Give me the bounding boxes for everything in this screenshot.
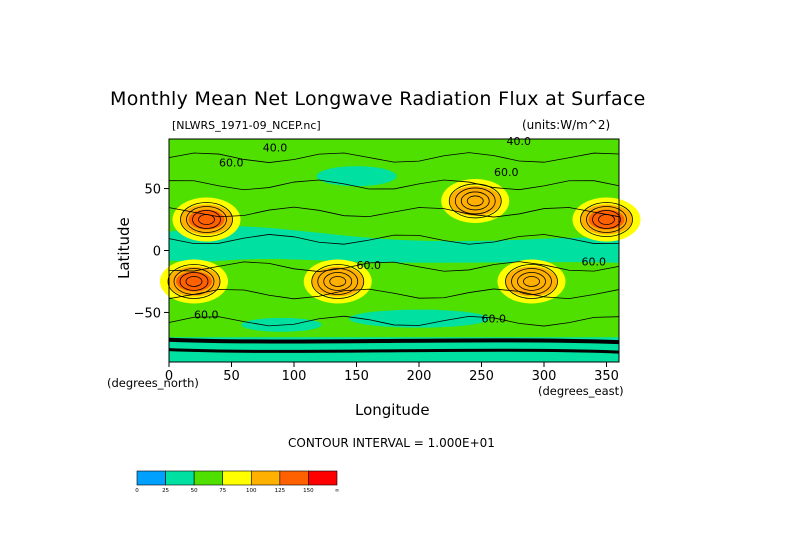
- contour-line: [448, 183, 502, 219]
- contour-line: [168, 337, 620, 345]
- colorbar-label: 125: [275, 488, 286, 494]
- y-tick-label: 50: [144, 183, 161, 198]
- contour-line: [523, 276, 540, 287]
- colorbar-swatch: [308, 470, 338, 486]
- contour-line: [168, 234, 620, 245]
- contour-line: [460, 191, 490, 211]
- contour-label: 60.0: [357, 259, 382, 272]
- contour-line: [329, 276, 347, 287]
- contour-label: 60.0: [194, 309, 219, 322]
- contour-line: [517, 272, 546, 291]
- contour-line: [466, 195, 484, 207]
- contour-label: 60.0: [582, 255, 607, 268]
- contour-line: [167, 264, 221, 299]
- contour-line: [586, 206, 627, 233]
- x-tick-label: 50: [223, 369, 240, 384]
- y-tick-label: 0: [153, 245, 161, 260]
- cyan-patch: [349, 309, 489, 328]
- colorbar-label: 25: [162, 488, 169, 494]
- x-tick-label: 350: [594, 369, 619, 384]
- contour-line: [186, 206, 227, 233]
- contour-line: [454, 187, 496, 215]
- contour-line: [192, 210, 221, 229]
- contour-line: [311, 264, 365, 299]
- colorbar-label: 150: [303, 488, 314, 494]
- x-tick-label: 150: [344, 369, 369, 384]
- contour-line: [168, 315, 620, 327]
- colorbar-swatch: [165, 470, 195, 486]
- contour-line: [179, 272, 209, 291]
- contour-interval-label: CONTOUR INTERVAL = 1.000E+01: [288, 436, 495, 450]
- units-label: (units:W/m^2): [522, 118, 611, 132]
- feature-core: [513, 271, 550, 292]
- cyan-patch: [316, 166, 397, 187]
- colorbar-label: 100: [246, 488, 257, 494]
- colorbar-label: ∞: [335, 488, 340, 494]
- x-tick-label: 200: [407, 369, 432, 384]
- feature-core: [319, 271, 356, 292]
- contour-label: 60.0: [494, 166, 519, 179]
- contour-label: 40.0: [263, 141, 288, 154]
- feature-core: [588, 209, 625, 230]
- contour-label: 60.0: [482, 312, 507, 325]
- x-unit-label: (degrees_east): [538, 384, 624, 398]
- colorbar-swatch: [250, 470, 281, 486]
- x-tick-label: 250: [469, 369, 494, 384]
- contour-line: [185, 276, 203, 287]
- contour-label: 60.0: [219, 156, 244, 169]
- contour-line: [323, 272, 353, 291]
- contour-line: [168, 206, 620, 218]
- contour-line: [168, 152, 620, 163]
- y-tick-label: −50: [134, 306, 161, 321]
- file-label: [NLWRS_1971-09_NCEP.nc]: [172, 119, 321, 132]
- x-tick-label: 300: [532, 369, 557, 384]
- colorbar-swatch: [222, 470, 252, 486]
- contour-line: [505, 264, 558, 299]
- feature-core: [188, 209, 225, 230]
- feature-core: [457, 190, 494, 211]
- contour-line: [168, 261, 620, 272]
- contour-line: [168, 179, 620, 191]
- colorbar-swatch: [193, 470, 224, 486]
- contour-label: 40.0: [507, 135, 532, 148]
- colorbar-label: 75: [219, 488, 226, 494]
- y-unit-label: (degrees_north): [107, 376, 199, 390]
- contour-line: [168, 348, 620, 354]
- x-tick-label: 100: [282, 369, 307, 384]
- contour-line: [168, 288, 620, 300]
- contour-line: [180, 202, 233, 237]
- x-tick-label: 0: [165, 369, 173, 384]
- contour-line: [317, 268, 359, 295]
- x-axis-label: Longitude: [355, 401, 430, 419]
- contour-line: [580, 202, 633, 237]
- contour-line: [592, 210, 621, 229]
- colorbar-swatch: [279, 470, 309, 486]
- chart-title: Monthly Mean Net Longwave Radiation Flux…: [110, 88, 646, 110]
- colorbar-swatch: [136, 470, 166, 486]
- feature-core: [176, 271, 212, 292]
- colorbar-label: 50: [191, 488, 198, 494]
- colorbar-label: 0: [135, 488, 139, 494]
